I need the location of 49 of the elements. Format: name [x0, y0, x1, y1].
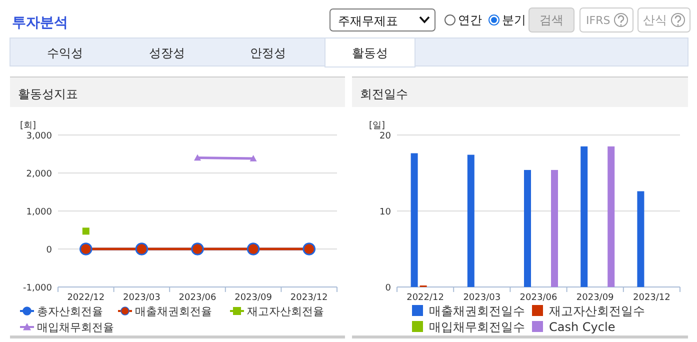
legend-label: Cash Cycle — [549, 320, 616, 334]
text: 활동성 — [352, 46, 388, 60]
x-tick-label: 2023/09 — [234, 293, 272, 303]
text: 주재무제표 — [338, 14, 398, 28]
x-tick-label: 2023/12 — [633, 293, 670, 303]
x-tick-label: 2023/03 — [463, 293, 501, 303]
legend-label: 매출채권회전율 — [135, 305, 212, 318]
chart-title: 회전일수 — [360, 87, 408, 101]
y-tick-label: 10 — [380, 208, 392, 218]
text: 투자분석 — [12, 15, 68, 31]
y-tick-label: 0 — [385, 284, 392, 294]
bar — [410, 153, 418, 287]
y-tick-label: 20 — [380, 132, 392, 142]
text: 수익성 — [47, 46, 83, 60]
legend-label: 총자산회전율 — [37, 305, 103, 318]
x-tick-label: 2023/03 — [123, 293, 160, 303]
bar — [551, 170, 558, 287]
x-tick-label: 2023/12 — [290, 293, 328, 303]
text: 산식 — [643, 13, 667, 27]
bar — [608, 146, 615, 287]
point — [82, 228, 90, 235]
x-tick-label: 2023/09 — [576, 293, 614, 303]
legend-label: 재고자산회전일수 — [549, 304, 645, 318]
text: 성장성 — [149, 46, 185, 60]
y-tick-label: -1,000 — [22, 284, 52, 294]
y-axis-title: [회] — [20, 121, 36, 131]
text: 분기 — [502, 13, 526, 27]
x-tick-label: 2023/06 — [178, 293, 216, 303]
bar — [467, 154, 474, 287]
chart-title: 활동성지표 — [18, 87, 78, 101]
legend-label: 매입채무회전일수 — [429, 320, 525, 334]
y-axis-title: [일] — [369, 121, 386, 131]
legend-label: 재고자산회전율 — [247, 305, 324, 318]
text: 연간 — [458, 13, 482, 27]
y-tick-label: 0 — [46, 246, 52, 256]
legend-label: 매출채권회전일수 — [429, 304, 525, 318]
text: 검색 — [540, 13, 564, 27]
legend-label: 매입채무회전율 — [37, 321, 114, 334]
y-tick-label: 2,000 — [26, 170, 52, 180]
y-tick-label: 1,000 — [26, 208, 52, 218]
x-tick-label: 2022/12 — [67, 293, 105, 303]
x-tick-label: 2023/06 — [520, 293, 558, 303]
bar — [524, 170, 531, 287]
y-tick-label: 3,000 — [26, 132, 52, 142]
bar — [637, 191, 644, 287]
text: 안정성 — [250, 46, 286, 60]
text: IFRS — [586, 14, 610, 27]
x-tick-label: 2022/12 — [406, 293, 444, 303]
bar — [580, 146, 588, 287]
